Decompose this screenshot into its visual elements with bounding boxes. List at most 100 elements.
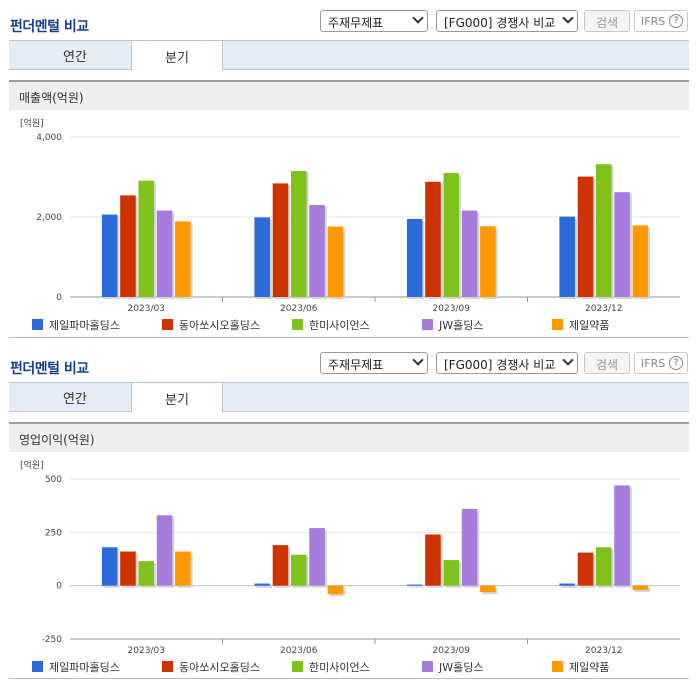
chevron-down-icon [412, 12, 424, 24]
bar [425, 181, 441, 297]
help-icon: ? [669, 356, 683, 370]
legend-swatch [162, 661, 173, 672]
legend-label: JW홀딩스 [438, 661, 483, 674]
bar [425, 534, 441, 586]
x-tick-label: 2023/06 [280, 646, 318, 656]
bar [254, 583, 270, 586]
tab-annual[interactable]: 연간 [63, 392, 87, 407]
statement-select[interactable]: 주재무제표 [320, 352, 428, 374]
bar [480, 585, 496, 593]
bar [327, 226, 344, 297]
section-title: 펀더멘털 비교 [10, 361, 89, 377]
legend-swatch [292, 661, 303, 672]
divider [9, 337, 689, 338]
bar [614, 192, 630, 297]
bar-shadow [408, 586, 425, 588]
statement-select-value: 주재무제표 [328, 358, 384, 372]
unit-label: [억원] [20, 459, 44, 471]
legend-label: 제일파마홀딩스 [49, 318, 120, 332]
bar [291, 171, 307, 297]
panel-revenue: 펀더멘털 비교 주재무제표 [FG000] 경쟁사 비교 검색 IFRS ? 연… [9, 10, 689, 338]
panel-header: 펀더멘털 비교 주재무제표 [FG000] 경쟁사 비교 검색 IFRS ? [0, 352, 696, 382]
tab-quarterly[interactable]: 분기 [131, 40, 223, 71]
x-tick-label: 2023/03 [128, 304, 165, 314]
bar [577, 552, 594, 586]
bar [309, 205, 325, 297]
revenue-chart: [억원] 0 2,000 4,000 2023/03 2023/06 2023/09 2023… [20, 117, 680, 332]
legend-swatch [422, 661, 433, 672]
legend-label: 제일파마홀딩스 [49, 660, 120, 674]
bar [272, 183, 289, 297]
help-icon: ? [669, 14, 683, 28]
ifrs-label: IFRS [641, 357, 666, 370]
unit-label: [억원] [20, 117, 44, 129]
bar [596, 164, 612, 297]
peer-select-value: [FG000] 경쟁사 비교 [444, 16, 556, 30]
bar [406, 584, 423, 586]
legend-label: JW홀딩스 [438, 319, 483, 332]
statement-select[interactable]: 주재무제표 [320, 10, 428, 32]
x-tick-label: 2023/03 [128, 646, 165, 656]
tab-quarterly[interactable]: 분기 [131, 382, 223, 413]
x-tick-label: 2023/12 [585, 646, 622, 656]
peer-select[interactable]: [FG000] 경쟁사 비교 [436, 10, 578, 32]
chevron-down-icon [412, 354, 424, 366]
legend-swatch [552, 661, 563, 672]
bar-shadow [561, 585, 577, 588]
bar [614, 485, 630, 586]
bar [559, 583, 575, 586]
ifrs-button[interactable]: IFRS ? [634, 352, 688, 374]
search-button[interactable]: 검색 [584, 352, 630, 374]
bar [272, 545, 289, 586]
search-button[interactable]: 검색 [584, 10, 630, 32]
legend-label: 제일약품 [569, 660, 609, 674]
bar [632, 225, 649, 297]
bar [138, 561, 154, 586]
bar [327, 585, 344, 595]
peer-select-value: [FG000] 경쟁사 비교 [444, 358, 556, 372]
chevron-down-icon [562, 12, 574, 24]
y-tick-label: 500 [45, 475, 62, 485]
y-tick-label: 4,000 [36, 133, 62, 143]
y-tick-label: 250 [45, 528, 62, 538]
bar [120, 195, 136, 297]
bar [156, 515, 173, 586]
chevron-down-icon [562, 354, 574, 366]
divider [9, 678, 689, 679]
legend-label: 동아쏘시오홀딩스 [179, 661, 260, 674]
statement-select-value: 주재무제표 [328, 16, 384, 30]
panel-operating-profit: 펀더멘털 비교 주재무제표 [FG000] 경쟁사 비교 검색 IFRS ? 연… [0, 342, 696, 684]
legend-swatch [32, 661, 43, 672]
legend-label: 동아쏘시오홀딩스 [179, 319, 260, 332]
x-tick-label: 2023/09 [433, 646, 471, 656]
section-title: 펀더멘털 비교 [10, 19, 89, 35]
bar [175, 221, 191, 297]
bar [461, 508, 478, 586]
period-tabs: 연간 분기 [9, 40, 689, 71]
bar [443, 560, 459, 586]
x-tick-label: 2023/06 [280, 304, 318, 314]
bar [596, 547, 612, 586]
legend-swatch [162, 319, 173, 330]
legend-label: 한미사이언스 [309, 661, 370, 674]
ifrs-label: IFRS [641, 15, 666, 28]
tab-annual[interactable]: 연간 [63, 50, 87, 65]
chart-subheader: 매출액(억원) [9, 80, 689, 110]
peer-select[interactable]: [FG000] 경쟁사 비교 [436, 352, 578, 374]
legend-swatch [292, 319, 303, 330]
legend-swatch [422, 319, 433, 330]
legend-label: 제일약품 [569, 318, 609, 332]
legend-label: 한미사이언스 [309, 319, 370, 332]
bar [577, 176, 594, 297]
bar [291, 554, 307, 586]
bar [175, 551, 191, 586]
bar [443, 173, 459, 297]
y-tick-label: 0 [56, 293, 62, 303]
bar [309, 528, 325, 586]
bar-shadow [256, 585, 272, 588]
chart-subtitle: 매출액(억원) [19, 91, 84, 105]
x-tick-label: 2023/12 [585, 304, 622, 314]
y-tick-label: 0 [56, 582, 62, 592]
ifrs-button[interactable]: IFRS ? [634, 10, 688, 32]
operating-profit-chart: [억원] -250 0 250 500 2023/03 2023/06 2023/09 2023… [20, 459, 680, 674]
